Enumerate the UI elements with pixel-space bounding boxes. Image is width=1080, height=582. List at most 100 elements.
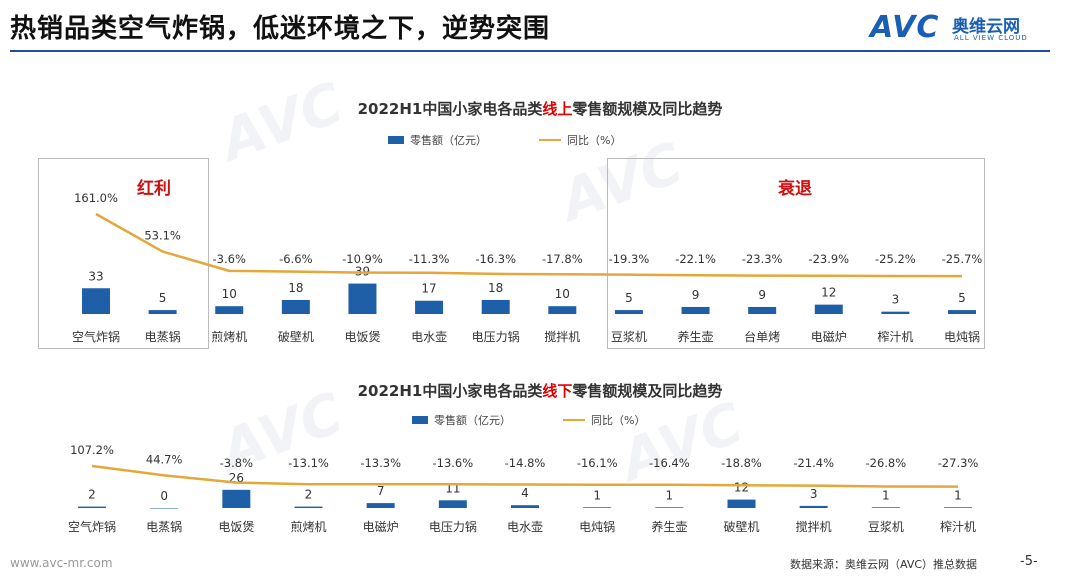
sales-value-label: 2	[88, 488, 96, 502]
decline-label: 衰退	[778, 179, 812, 199]
sales-bar	[655, 507, 684, 508]
offline-chart: 2空气炸锅0电蒸锅26电饭煲2煎烤机7电磁炉11电压力锅4电水壶1电炖锅1养生壶…	[68, 443, 979, 534]
sales-bar	[82, 288, 110, 314]
growth-line	[95, 212, 963, 278]
sales-bar	[748, 306, 777, 314]
sales-value-label: 10	[222, 287, 237, 301]
legend-bar-label: 零售额（亿元）	[434, 414, 511, 427]
category-label: 榨汁机	[940, 519, 976, 534]
data-source: 数据来源：奥维云网（AVC）推总数据	[790, 558, 978, 571]
avc-logo: AVC 奥维云网 ALL VIEW CLOUD	[870, 10, 1050, 48]
logo-en-text: ALL VIEW CLOUD	[954, 34, 1028, 42]
category-label: 台单烤	[744, 329, 780, 344]
sales-bar	[222, 489, 251, 508]
sales-value-label: 9	[692, 288, 700, 302]
category-label: 电炖锅	[944, 329, 980, 344]
growth-value-label: 107.2%	[70, 443, 114, 457]
category-label: 电水壶	[411, 329, 447, 344]
category-label: 电炖锅	[579, 519, 615, 534]
category-label: 破壁机	[723, 519, 759, 534]
growth-value-label: -21.4%	[793, 456, 834, 470]
growth-value-label: -18.8%	[721, 456, 762, 470]
growth-value-label: -14.8%	[505, 456, 546, 470]
growth-value-label: -16.3%	[475, 252, 516, 266]
legend-bar-swatch	[388, 136, 404, 144]
category-label: 豆浆机	[868, 519, 904, 534]
category-label: 空气炸锅	[68, 519, 116, 534]
category-label: 搅拌机	[544, 329, 580, 344]
growth-value-label: -13.6%	[432, 456, 473, 470]
sales-bar	[944, 507, 972, 508]
growth-value-label: -17.8%	[542, 252, 583, 266]
sales-value-label: 1	[954, 488, 962, 502]
growth-value-label: -25.2%	[875, 252, 916, 266]
sales-value-label: 9	[758, 288, 766, 302]
category-label: 电压力锅	[429, 519, 477, 534]
sales-value-label: 1	[593, 488, 601, 502]
category-label: 电饭煲	[218, 519, 254, 534]
category-label: 煎烤机	[211, 329, 247, 344]
category-label: 电蒸锅	[146, 519, 182, 534]
sales-bar	[583, 507, 612, 508]
growth-value-label: -6.6%	[279, 252, 312, 266]
sales-value-label: 0	[160, 489, 168, 503]
online-legend: 零售额（亿元） 同比（%）	[388, 132, 621, 148]
growth-value-label: -26.8%	[865, 456, 906, 470]
sales-bar	[799, 505, 828, 508]
sales-bar	[215, 306, 244, 314]
sales-value-label: 5	[159, 291, 167, 305]
sales-bar	[881, 311, 910, 314]
sales-bar	[148, 310, 177, 314]
page-number: -5-	[1020, 554, 1038, 569]
logo-main-text: AVC	[870, 10, 940, 45]
growth-value-label: -3.6%	[213, 252, 246, 266]
sales-bar	[481, 299, 510, 314]
category-label: 搅拌机	[796, 519, 832, 534]
category-label: 养生壶	[678, 329, 714, 344]
sales-value-label: 1	[882, 488, 890, 502]
logo-cn-text: 奥维云网	[952, 17, 1020, 37]
sales-value-label: 7	[377, 484, 385, 498]
growth-value-label: -27.3%	[938, 456, 979, 470]
sales-bar	[511, 505, 539, 508]
category-label: 电水壶	[507, 519, 543, 534]
category-label: 煎烤机	[290, 519, 326, 534]
sales-value-label: 18	[288, 281, 303, 295]
category-label: 榨汁机	[877, 329, 913, 344]
growth-value-label: -16.1%	[577, 456, 618, 470]
sales-bar	[281, 299, 310, 314]
legend-line-swatch	[563, 419, 585, 421]
sales-value-label: 3	[892, 293, 900, 307]
sales-value-label: 1	[666, 488, 674, 502]
sales-bar	[438, 500, 467, 508]
growth-value-label: -19.3%	[609, 252, 650, 266]
sales-value-label: 12	[734, 481, 749, 495]
legend-line-swatch	[539, 139, 561, 141]
growth-value-label: -22.1%	[675, 252, 716, 266]
bonus-label: 红利	[137, 179, 171, 199]
growth-value-label: -11.3%	[409, 252, 450, 266]
sales-bar	[150, 508, 179, 509]
growth-value-label: 44.7%	[146, 452, 183, 466]
sales-bar	[548, 306, 577, 314]
growth-value-label: -23.9%	[808, 252, 849, 266]
legend-line-label: 同比（%）	[591, 414, 646, 427]
category-label: 电磁炉	[811, 329, 847, 344]
sales-value-label: 12	[821, 286, 836, 300]
growth-value-label: -25.7%	[942, 252, 983, 266]
growth-value-label: -13.3%	[360, 456, 401, 470]
footer-url[interactable]: www.avc-mr.com	[10, 556, 113, 570]
category-label: 电蒸锅	[145, 329, 181, 344]
sales-bar	[614, 310, 643, 314]
growth-value-label: -3.8%	[220, 456, 253, 470]
sales-value-label: 33	[88, 269, 103, 283]
sales-bar	[78, 506, 106, 508]
sales-value-label: 5	[625, 291, 633, 305]
sales-bar	[294, 506, 323, 508]
category-label: 电饭煲	[344, 329, 380, 344]
category-label: 电压力锅	[472, 329, 520, 344]
growth-value-label: 53.1%	[144, 229, 181, 243]
sales-value-label: 10	[555, 287, 570, 301]
sales-bar	[814, 304, 843, 314]
sales-value-label: 4	[521, 486, 529, 500]
